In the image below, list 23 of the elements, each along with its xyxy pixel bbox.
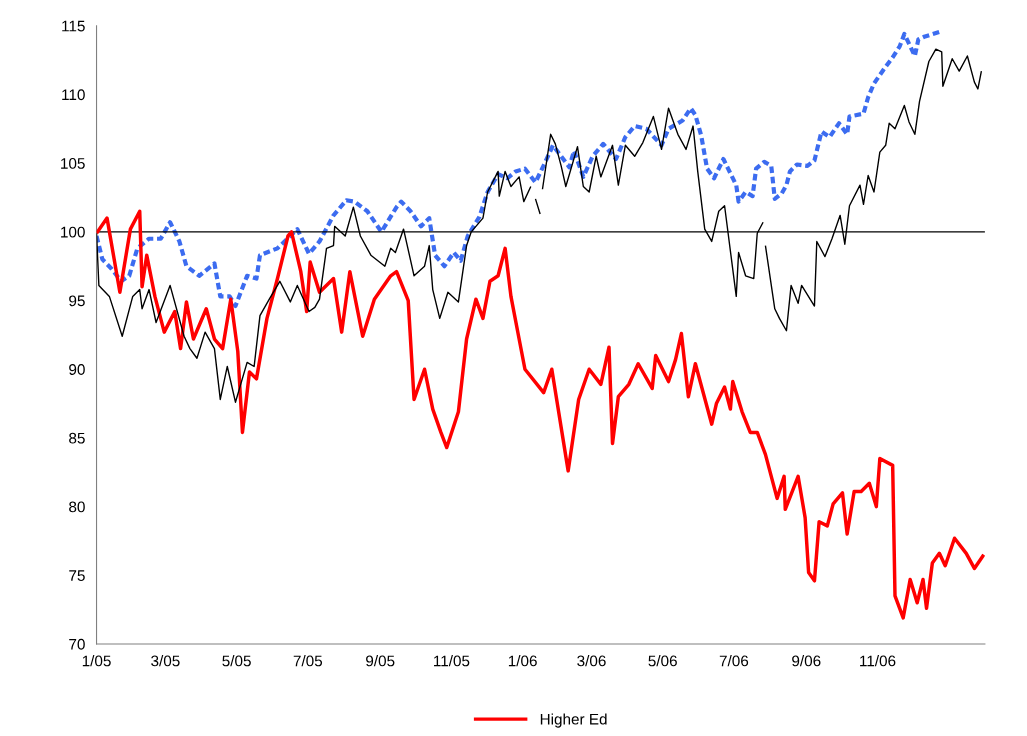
y-tick-label: 100 (61, 226, 85, 238)
x-tick-label: 7/06 (719, 655, 749, 667)
y-tick-label: 115 (62, 20, 85, 32)
legend-label: Higher Ed (540, 713, 607, 728)
y-tick-label: 70 (69, 638, 85, 650)
x-tick-label: 9/06 (792, 655, 821, 667)
x-tick-label: 5/06 (648, 655, 677, 667)
y-tick-label: 105 (61, 158, 85, 169)
x-tick-label: 3/06 (577, 655, 606, 667)
y-tick-label: 80 (69, 501, 85, 513)
x-tick-label: 11/06 (860, 655, 896, 667)
x-tick-label: 9/05 (366, 655, 395, 667)
y-tick-label: 110 (62, 89, 85, 101)
y-tick-label: 90 (69, 364, 85, 375)
y-tick-label: 85 (69, 432, 85, 444)
x-tick-label: 7/05 (293, 655, 323, 667)
x-tick-label: 1/06 (508, 655, 537, 667)
x-tick-label: 1/05 (82, 655, 111, 667)
x-tick-label: 5/05 (222, 655, 251, 667)
x-tick-label: 3/05 (151, 655, 180, 667)
y-tick-label: 75 (69, 570, 85, 581)
y-tick-label: 95 (69, 295, 85, 307)
x-tick-label: 11/05 (434, 655, 470, 667)
